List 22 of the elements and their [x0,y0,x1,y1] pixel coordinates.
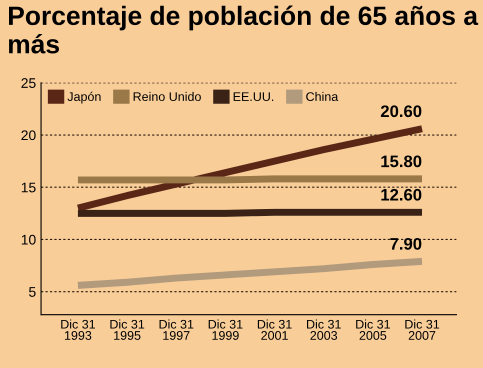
x-tick-label: Dic 31 2005 [356,320,390,340]
x-tick-label: Dic 31 2001 [258,320,292,340]
x-tick-label: Dic 31 1995 [110,320,144,340]
legend-label: China [306,92,338,102]
x-tick-label: Dic 31 1993 [61,320,96,340]
y-tick-label: 20 [21,130,36,140]
y-tick-label: 15 [22,182,36,192]
y-tick-label: 5 [29,287,36,297]
x-tick-label: Dic 31 1999 [208,320,242,340]
data-label: 20.60 [380,105,422,118]
data-label: 12.60 [381,188,422,201]
y-tick-label: 25 [21,78,36,88]
legend-label: EE.UU. [234,92,274,102]
legend-label: Japón [68,92,101,104]
chart-title: Porcentaje de población de 65 años a más [8,6,478,54]
data-label: 15.80 [381,155,422,168]
x-tick-label: Dic 31 1997 [160,320,194,340]
x-tick-label: Dic 31 2003 [307,320,341,340]
x-tick-label: Dic 31 2007 [405,320,440,340]
legend-label: Reino Unido [134,92,201,102]
data-label: 7.90 [390,238,422,250]
y-tick-label: 10 [22,234,36,245]
